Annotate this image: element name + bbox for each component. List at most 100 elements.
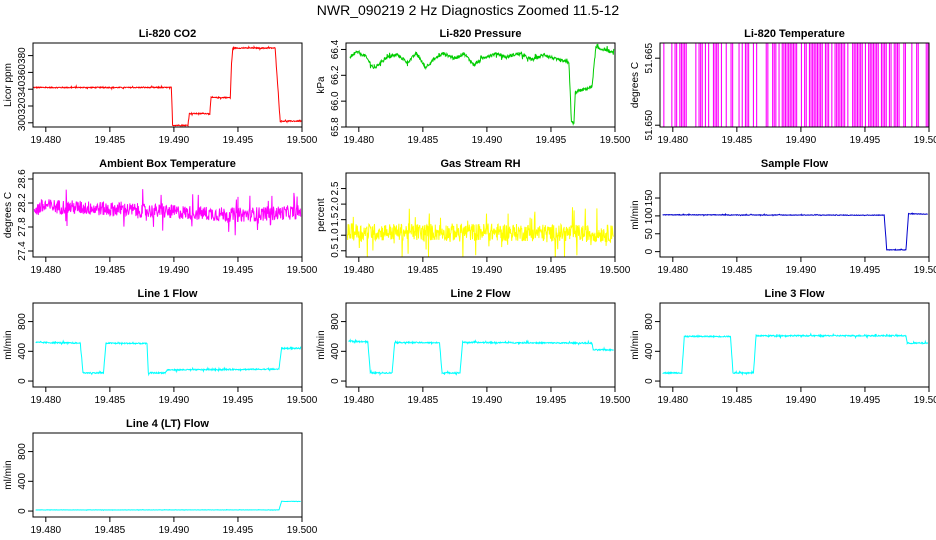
- x-tick-label: 19.495: [223, 525, 254, 536]
- x-tick-label: 19.480: [31, 395, 62, 406]
- x-tick-label: 19.495: [850, 265, 881, 276]
- plot-frame: [660, 303, 929, 387]
- panel-10: Line 4 (LT) Flow19.48019.48519.49019.495…: [3, 418, 318, 536]
- panel-title: Line 4 (LT) Flow: [126, 418, 209, 430]
- y-tick-label: 66.0: [330, 91, 341, 111]
- x-tick-label: 19.490: [786, 135, 817, 146]
- plot-frame: [33, 43, 302, 127]
- x-tick-label: 19.480: [31, 265, 62, 276]
- y-tick-label: 1.5: [330, 212, 341, 226]
- y-tick-label: 51.665: [644, 42, 655, 73]
- panel-title: Line 3 Flow: [765, 288, 825, 300]
- x-tick-label: 19.490: [159, 395, 190, 406]
- y-tick-label: 800: [644, 313, 655, 330]
- y-tick-label: 320: [17, 97, 28, 114]
- x-tick-label: 19.480: [344, 265, 375, 276]
- x-tick-label: 19.500: [600, 135, 631, 146]
- x-tick-label: 19.500: [914, 135, 936, 146]
- x-tick-label: 19.500: [600, 395, 631, 406]
- panel-3: Li-820 Temperature19.48019.48519.49019.4…: [630, 28, 936, 146]
- x-tick-label: 19.500: [914, 395, 936, 406]
- y-axis-label: ml/min: [630, 200, 641, 229]
- series-line: [36, 501, 301, 510]
- y-axis-label: ml/min: [316, 330, 327, 359]
- x-tick-label: 19.490: [472, 135, 503, 146]
- x-tick-label: 19.495: [536, 265, 567, 276]
- x-tick-label: 19.495: [850, 135, 881, 146]
- panel-8: Line 2 Flow19.48019.48519.49019.49519.50…: [316, 288, 631, 406]
- series-line: [33, 47, 301, 126]
- x-tick-label: 19.495: [223, 265, 254, 276]
- panel-title: Ambient Box Temperature: [99, 158, 236, 170]
- y-tick-label: 380: [17, 47, 28, 64]
- x-tick-label: 19.485: [95, 395, 126, 406]
- x-tick-label: 19.480: [658, 135, 689, 146]
- y-tick-label: 66.2: [330, 65, 341, 85]
- y-tick-label: 800: [330, 313, 341, 330]
- y-tick-label: 360: [17, 64, 28, 81]
- x-tick-label: 19.490: [159, 265, 190, 276]
- x-tick-label: 19.490: [159, 135, 190, 146]
- x-tick-label: 19.490: [472, 395, 503, 406]
- panel-4: Ambient Box Temperature 19.480 19.485 19.49…: [3, 158, 318, 276]
- y-tick-label: 400: [644, 343, 655, 360]
- y-tick-label: 400: [330, 343, 341, 360]
- x-tick-label: 19.495: [536, 395, 567, 406]
- x-tick-label: 19.495: [536, 135, 567, 146]
- x-tick-label: 19.495: [850, 395, 881, 406]
- y-tick-label: 2.5: [330, 181, 341, 195]
- y-axis-label: ml/min: [3, 330, 14, 359]
- y-tick-label: 0: [17, 508, 28, 514]
- y-tick-label: 300: [17, 114, 28, 131]
- y-tick-label: 0: [330, 378, 341, 384]
- x-tick-label: 19.485: [722, 395, 753, 406]
- panel-6: Sample Flow19.48019.48519.49019.49519.50…: [630, 158, 936, 276]
- x-tick-label: 19.500: [287, 135, 318, 146]
- y-tick-label: 150: [644, 189, 655, 206]
- x-tick-label: 19.480: [658, 265, 689, 276]
- y-tick-label: 340: [17, 80, 28, 97]
- y-axis-label: degrees C: [630, 62, 641, 108]
- x-tick-label: 19.485: [408, 265, 439, 276]
- x-tick-label: 19.480: [344, 395, 375, 406]
- x-tick-label: 19.500: [914, 265, 936, 276]
- y-tick-label: 28.6: [17, 169, 28, 189]
- panel-title: Li-820 CO2: [139, 28, 196, 40]
- y-tick-label: 400: [17, 473, 28, 490]
- panel-title: Li-820 Pressure: [440, 28, 522, 40]
- series-line: [350, 44, 614, 124]
- panel-9: Line 3 Flow19.48019.48519.49019.49519.50…: [630, 288, 936, 406]
- series-line: [663, 334, 928, 374]
- series-line: [347, 207, 613, 258]
- x-tick-label: 19.480: [344, 135, 375, 146]
- y-tick-label: 0.5: [330, 243, 341, 257]
- y-axis-label: percent: [316, 198, 327, 232]
- x-tick-label: 19.485: [95, 265, 126, 276]
- panel-title: Gas Stream RH: [440, 158, 520, 170]
- y-tick-label: 100: [644, 207, 655, 224]
- y-axis-label: ml/min: [630, 330, 641, 359]
- y-tick-label: 28.2: [17, 193, 28, 213]
- figure-canvas: Li-820 CO2 19.480 19.485 19.490 19.495 19.500…: [0, 0, 936, 540]
- panel-title: Line 2 Flow: [451, 288, 511, 300]
- x-tick-label: 19.485: [95, 135, 126, 146]
- y-tick-label: 66.4: [330, 39, 341, 59]
- x-tick-label: 19.495: [223, 395, 254, 406]
- y-tick-label: 1.0: [330, 228, 341, 242]
- y-axis-label: Licor ppm: [3, 63, 14, 107]
- panel-1: Li-820 CO219.48019.48519.49019.49519.500…: [3, 28, 318, 146]
- y-tick-label: 0: [17, 378, 28, 384]
- panel-title: Sample Flow: [761, 158, 829, 170]
- x-tick-label: 19.500: [287, 395, 318, 406]
- panel-5: Gas Stream RH19.48019.48519.49019.49519.…: [316, 158, 631, 276]
- series-line: [349, 340, 614, 375]
- series-line: [663, 213, 928, 250]
- y-tick-label: 0: [644, 378, 655, 384]
- plot-frame: [33, 433, 302, 517]
- panel-title: Li-820 Temperature: [744, 28, 845, 40]
- y-tick-label: 65.8: [330, 117, 341, 137]
- x-tick-label: 19.495: [223, 135, 254, 146]
- y-axis-label: kPa: [316, 76, 327, 94]
- panel-title: Line 1 Flow: [138, 288, 198, 300]
- x-tick-label: 19.500: [287, 525, 318, 536]
